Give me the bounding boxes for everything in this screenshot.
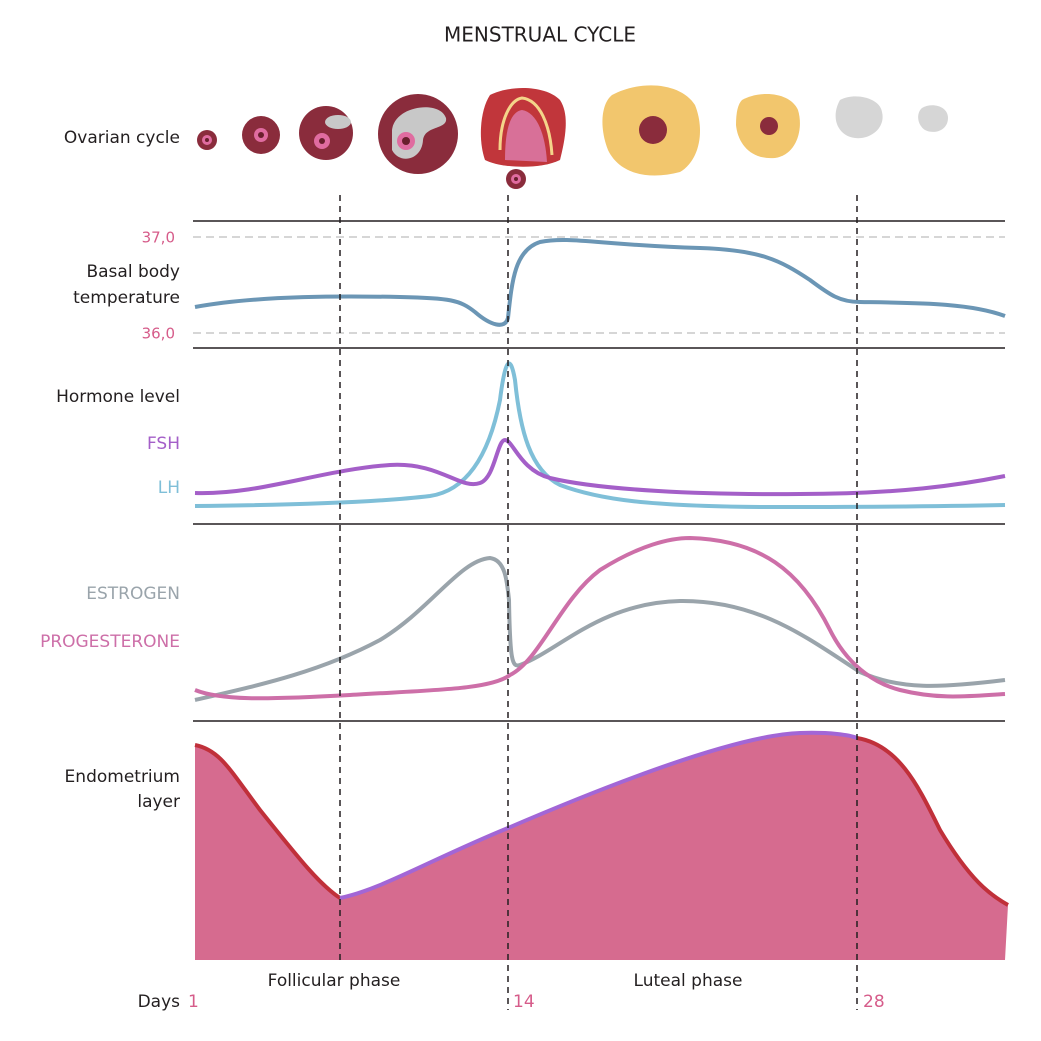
day-mark: 28	[863, 992, 885, 1012]
ovarian-icons	[197, 85, 948, 189]
temp-label: 36,0	[142, 325, 175, 343]
endometrium-area	[195, 732, 1008, 960]
estrogen-curve	[194, 555, 1006, 702]
temp-label: 37,0	[142, 229, 175, 247]
legend-label: LH	[158, 478, 180, 498]
phase-label: Luteal phase	[634, 971, 743, 991]
day-mark: 14	[513, 992, 535, 1012]
legend-label: ESTROGEN	[86, 584, 180, 604]
fsh-curve	[194, 437, 1006, 497]
endometrium-edge	[339, 730, 858, 900]
row-label: layer	[137, 792, 180, 812]
row-label: temperature	[73, 288, 180, 308]
endometrium-edge	[856, 736, 1009, 907]
endometrium-edge	[194, 743, 342, 900]
legend-label: PROGESTERONE	[40, 632, 180, 652]
days-label: Days	[138, 992, 181, 1012]
temperature-curve	[194, 237, 1006, 327]
phase-label: Follicular phase	[268, 971, 401, 991]
day-mark: 1	[188, 992, 199, 1012]
row-label: Basal body	[86, 262, 180, 282]
row-label: Endometrium	[65, 767, 180, 787]
legend-label: FSH	[147, 434, 180, 454]
progesterone-curve	[194, 535, 1006, 701]
lh-curve	[194, 361, 1006, 510]
row-label: Ovarian cycle	[64, 128, 180, 148]
title: MENSTRUAL CYCLE	[444, 23, 636, 47]
row-label: Hormone level	[56, 387, 180, 407]
